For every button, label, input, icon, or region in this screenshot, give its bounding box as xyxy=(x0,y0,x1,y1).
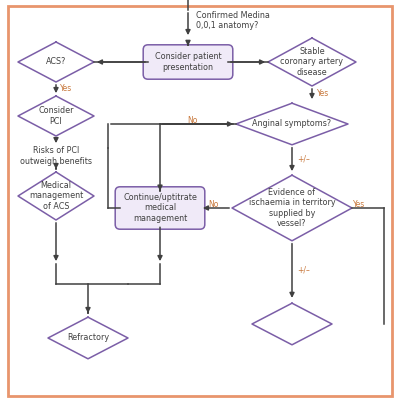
Text: No: No xyxy=(208,200,219,209)
Polygon shape xyxy=(18,172,94,220)
FancyBboxPatch shape xyxy=(115,187,205,229)
Polygon shape xyxy=(48,317,128,359)
Text: Anginal symptoms?: Anginal symptoms? xyxy=(252,120,332,128)
Text: ACS?: ACS? xyxy=(46,58,66,66)
Text: Refractory: Refractory xyxy=(67,334,109,342)
Text: +/–: +/– xyxy=(297,266,310,275)
FancyBboxPatch shape xyxy=(8,6,392,396)
Text: Yes: Yes xyxy=(60,84,72,93)
Text: Risks of PCI
outweigh benefits: Risks of PCI outweigh benefits xyxy=(20,146,92,166)
Text: Yes: Yes xyxy=(317,90,329,98)
Text: Consider patient
presentation: Consider patient presentation xyxy=(155,52,221,72)
Polygon shape xyxy=(268,38,356,86)
Text: Continue/uptitrate
medical
management: Continue/uptitrate medical management xyxy=(123,193,197,223)
FancyBboxPatch shape xyxy=(143,45,233,79)
Text: Stable
coronary artery
disease: Stable coronary artery disease xyxy=(280,47,344,77)
Text: +/–: +/– xyxy=(297,155,310,164)
Text: Evidence of
ischaemia in territory
supplied by
vessel?: Evidence of ischaemia in territory suppl… xyxy=(249,188,335,228)
Text: Yes: Yes xyxy=(353,200,365,209)
Polygon shape xyxy=(236,103,348,145)
Text: Medical
management
of ACS: Medical management of ACS xyxy=(29,181,83,211)
Polygon shape xyxy=(252,303,332,345)
Polygon shape xyxy=(18,96,94,136)
Polygon shape xyxy=(232,175,352,241)
Text: Consider
PCI: Consider PCI xyxy=(38,106,74,126)
Text: Confirmed Medina
0,0,1 anatomy?: Confirmed Medina 0,0,1 anatomy? xyxy=(196,11,270,30)
Text: No: No xyxy=(187,116,197,125)
Polygon shape xyxy=(18,42,94,82)
